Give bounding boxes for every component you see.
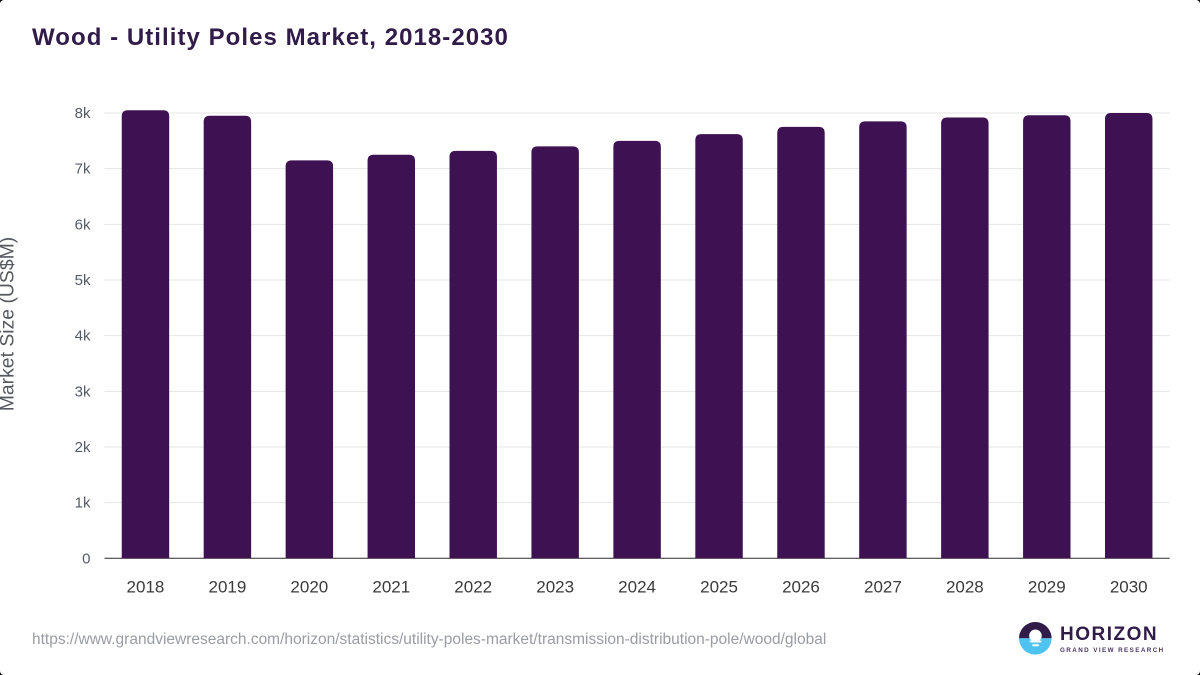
svg-text:5k: 5k (75, 272, 91, 289)
svg-text:2023: 2023 (536, 577, 574, 596)
svg-text:2024: 2024 (618, 577, 656, 596)
svg-text:4k: 4k (75, 328, 91, 345)
svg-text:8k: 8k (75, 105, 91, 122)
svg-text:2025: 2025 (700, 577, 738, 596)
svg-text:2022: 2022 (454, 577, 492, 596)
svg-text:7k: 7k (75, 161, 91, 178)
svg-text:0: 0 (82, 550, 90, 567)
svg-text:2029: 2029 (1028, 577, 1066, 596)
svg-text:2028: 2028 (946, 577, 984, 596)
svg-text:2026: 2026 (782, 577, 820, 596)
svg-text:2030: 2030 (1110, 577, 1148, 596)
svg-text:2027: 2027 (864, 577, 902, 596)
svg-text:2020: 2020 (290, 577, 328, 596)
svg-text:6k: 6k (75, 216, 91, 233)
svg-text:3k: 3k (75, 383, 91, 400)
svg-text:2019: 2019 (208, 577, 246, 596)
svg-text:1k: 1k (75, 495, 91, 512)
svg-text:2021: 2021 (372, 577, 410, 596)
svg-text:2k: 2k (75, 439, 91, 456)
svg-text:2018: 2018 (127, 577, 165, 596)
